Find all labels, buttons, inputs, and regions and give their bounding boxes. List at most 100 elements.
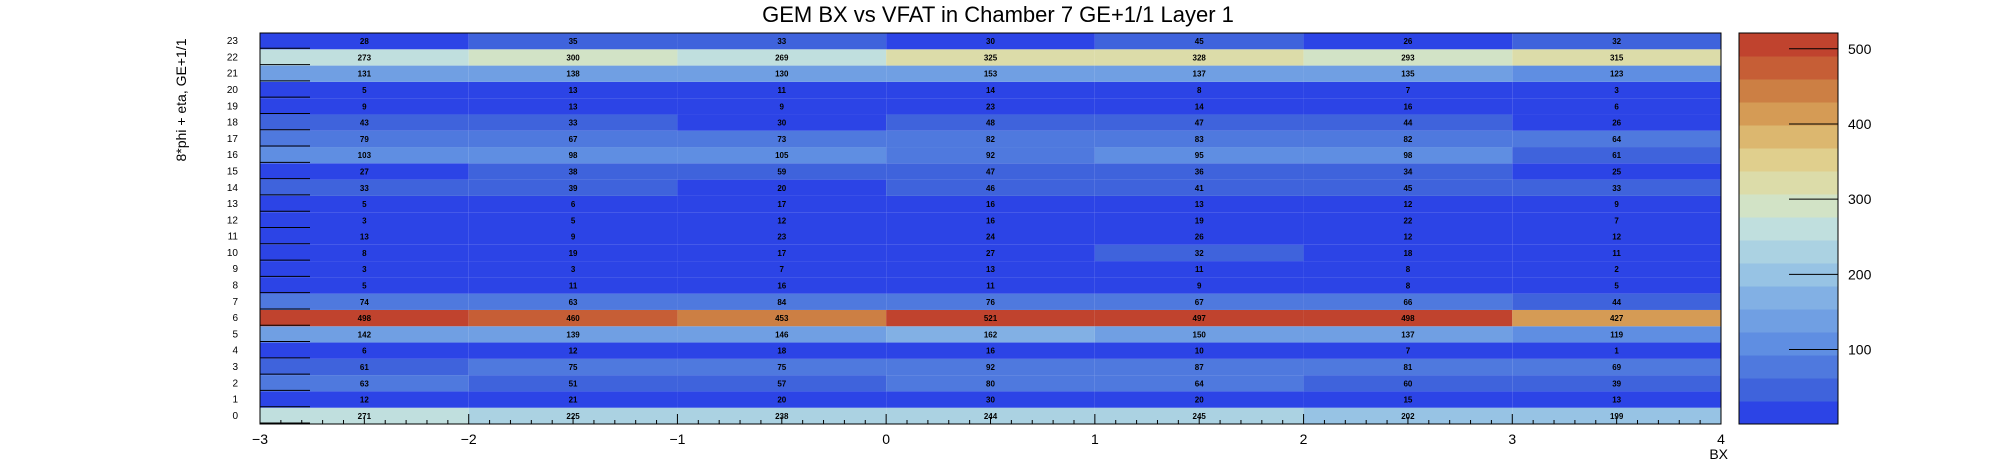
heatmap-cell [260,49,469,66]
cell-value-label: 8 [1406,282,1411,291]
heatmap-cell [1303,309,1513,327]
cell-value-label: 7 [780,265,785,274]
cell-value-label: 12 [360,396,369,405]
y-tick-label: 7 [232,297,238,308]
cell-value-label: 11 [1195,265,1204,274]
cell-value-label: 328 [1193,53,1207,62]
cell-value-label: 9 [1614,200,1619,209]
heatmap-cell [1512,326,1721,343]
heatmap-cell [1303,228,1513,245]
color-scale-segment [1739,355,1838,379]
cell-value-label: 43 [360,119,369,128]
cell-value-label: 20 [1195,396,1204,405]
cell-value-label: 269 [775,53,789,62]
heatmap-cell [1094,375,1304,392]
heatmap-cell [1512,407,1721,424]
y-tick-label: 6 [232,313,238,324]
cell-value-label: 8 [1406,265,1411,274]
heatmap-cell [1512,309,1721,327]
cell-value-label: 26 [1195,233,1204,242]
color-scale-segment [1739,33,1838,57]
heatmap-cell [1512,179,1721,196]
cell-value-label: 35 [569,37,578,46]
color-scale-segment [1739,286,1838,310]
heatmap-cell [1512,81,1721,99]
cell-value-label: 30 [986,37,995,46]
heatmap-cell [1094,114,1304,131]
cell-value-label: 2 [1614,265,1619,274]
heatmap-cell [1303,147,1513,164]
color-scale-bar: 100 200 300 400 500 [1738,32,1872,425]
heatmap-cell [468,33,678,50]
cell-value-label: 25 [1612,167,1621,176]
cell-value-label: 67 [1195,298,1204,307]
heatmap-cell [260,358,469,376]
cell-value-label: 19 [569,249,578,258]
cell-value-label: 22 [1403,216,1412,225]
cell-value-label: 427 [1610,314,1624,323]
cell-value-label: 13 [1612,396,1621,405]
heatmap-cell [1094,309,1304,327]
heatmap-cell [886,358,1095,376]
cell-value-label: 10 [1195,347,1204,356]
cell-value-label: 6 [571,200,576,209]
color-scale-segment [1739,332,1838,356]
heatmap-cell [1512,375,1721,392]
cell-value-label: 83 [1195,135,1204,144]
cell-value-label: 139 [566,330,580,339]
cell-value-label: 75 [777,363,786,372]
cell-value-label: 98 [569,151,578,160]
heatmap-cell [886,228,1095,245]
heatmap-cell [468,342,678,359]
color-scale-tick-label: 400 [1848,116,1872,132]
heatmap-cell [886,391,1095,408]
heatmap-cell [1512,212,1721,229]
cell-value-label: 30 [777,119,786,128]
heatmap-cell [468,195,678,213]
color-scale-segment [1739,194,1838,218]
color-scale-tick-label: 100 [1848,342,1872,358]
cell-value-label: 12 [1403,200,1412,209]
color-scale-tick-label: 200 [1848,266,1872,282]
heatmap-cell [1094,33,1304,50]
heatmap-cell [677,228,887,245]
heatmap-cell [1094,212,1304,229]
heatmap-cell [886,114,1095,131]
cell-value-label: 123 [1610,70,1624,79]
heatmap-cell [1512,98,1721,115]
cell-value-label: 13 [569,102,578,111]
heatmap-cell [260,179,469,196]
cell-value-label: 18 [1403,249,1412,258]
cell-value-label: 325 [984,53,998,62]
y-tick-label: 16 [227,150,239,161]
cell-value-label: 41 [1195,184,1204,193]
heatmap-cell [1094,163,1304,180]
heatmap-cell [677,49,887,66]
heatmap-cell [1512,358,1721,376]
heatmap-cell [468,309,678,327]
heatmap-cell [1512,228,1721,245]
heatmap-cell [260,228,469,245]
heatmap-cell [468,407,678,424]
heatmap-cell [886,326,1095,343]
heatmap-cell [1512,163,1721,180]
cell-value-label: 153 [984,70,998,79]
cell-value-label: 61 [1612,151,1621,160]
cell-value-label: 12 [1612,233,1621,242]
color-scale-segment [1739,263,1838,287]
heatmap-cell [1094,179,1304,196]
y-tick-label: 14 [227,183,239,194]
heatmap-cell [1512,114,1721,131]
heatmap-cell [1512,195,1721,213]
cell-value-label: 44 [1403,119,1412,128]
heatmap-cell [468,358,678,376]
y-tick-label: 4 [232,346,238,357]
cell-value-label: 14 [986,86,995,95]
heatmap-cell [260,81,469,99]
y-tick-label: 19 [227,101,239,112]
heatmap-cell [677,261,887,278]
heatmap-cell [886,163,1095,180]
cell-value-label: 16 [777,282,786,291]
cell-value-label: 95 [1195,151,1204,160]
